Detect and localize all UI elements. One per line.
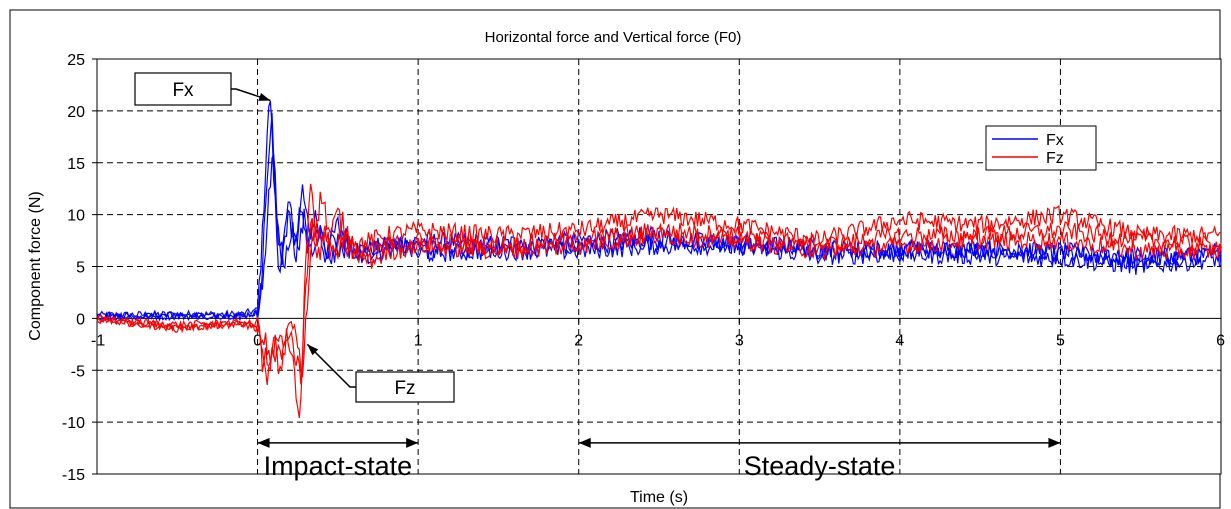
- impact-range-arrowhead-left: [257, 437, 270, 448]
- x-tick-label: 5: [1056, 332, 1065, 349]
- x-tick-label: 1: [414, 332, 423, 349]
- y-tick-label: 20: [67, 104, 85, 121]
- y-tick-label: 25: [67, 52, 85, 69]
- x-tick-label: 6: [1216, 332, 1225, 349]
- y-tick-label: -10: [62, 415, 85, 432]
- fz-callout-label: Fz: [394, 378, 415, 399]
- y-tick-label: 15: [67, 156, 85, 173]
- fz-callout-arrowhead: [307, 344, 319, 356]
- data-series: [96, 100, 1222, 418]
- x-axis-label: Time (s): [630, 489, 688, 506]
- y-tick-label: 0: [76, 311, 85, 328]
- x-tick-label: 2: [574, 332, 583, 349]
- steady-range-arrowhead-right: [1048, 437, 1061, 448]
- x-tick-label: 4: [895, 332, 904, 349]
- fx-callout-arrow-line: [231, 88, 271, 102]
- fz-callout-arrow-line: [306, 343, 356, 388]
- y-tick-label: 5: [76, 260, 85, 277]
- chart-title: Horizontal force and Vertical force (F0): [485, 29, 742, 46]
- x-tick-label: 0: [253, 332, 262, 349]
- series-line-fz: [96, 183, 1222, 418]
- impact-range-label: Impact-state: [264, 451, 413, 481]
- fx-callout-box: [134, 72, 232, 106]
- y-tick-label: 10: [67, 208, 85, 225]
- x-tick-label: 3: [735, 332, 744, 349]
- series-line-fx: [96, 112, 1222, 323]
- fz-callout-box: [355, 371, 455, 403]
- steady-range-label: Steady-state: [744, 451, 896, 481]
- series-line-fz: [96, 227, 1222, 378]
- series-line-fx: [96, 153, 1222, 322]
- steady-range-arrowhead-left: [578, 437, 591, 448]
- y-tick-label: -5: [71, 363, 85, 380]
- x-tick-label: -1: [91, 332, 105, 349]
- legend-item-fz: Fz: [1046, 150, 1064, 167]
- fx-callout-arrowhead: [258, 93, 271, 101]
- fx-callout-label: Fx: [172, 80, 194, 101]
- impact-range-arrowhead-right: [406, 437, 419, 448]
- y-axis-label: Component force (N): [27, 191, 44, 340]
- legend-item-fx: Fx: [1046, 132, 1064, 149]
- y-tick-label: -15: [62, 467, 85, 484]
- legend-box: [985, 125, 1097, 171]
